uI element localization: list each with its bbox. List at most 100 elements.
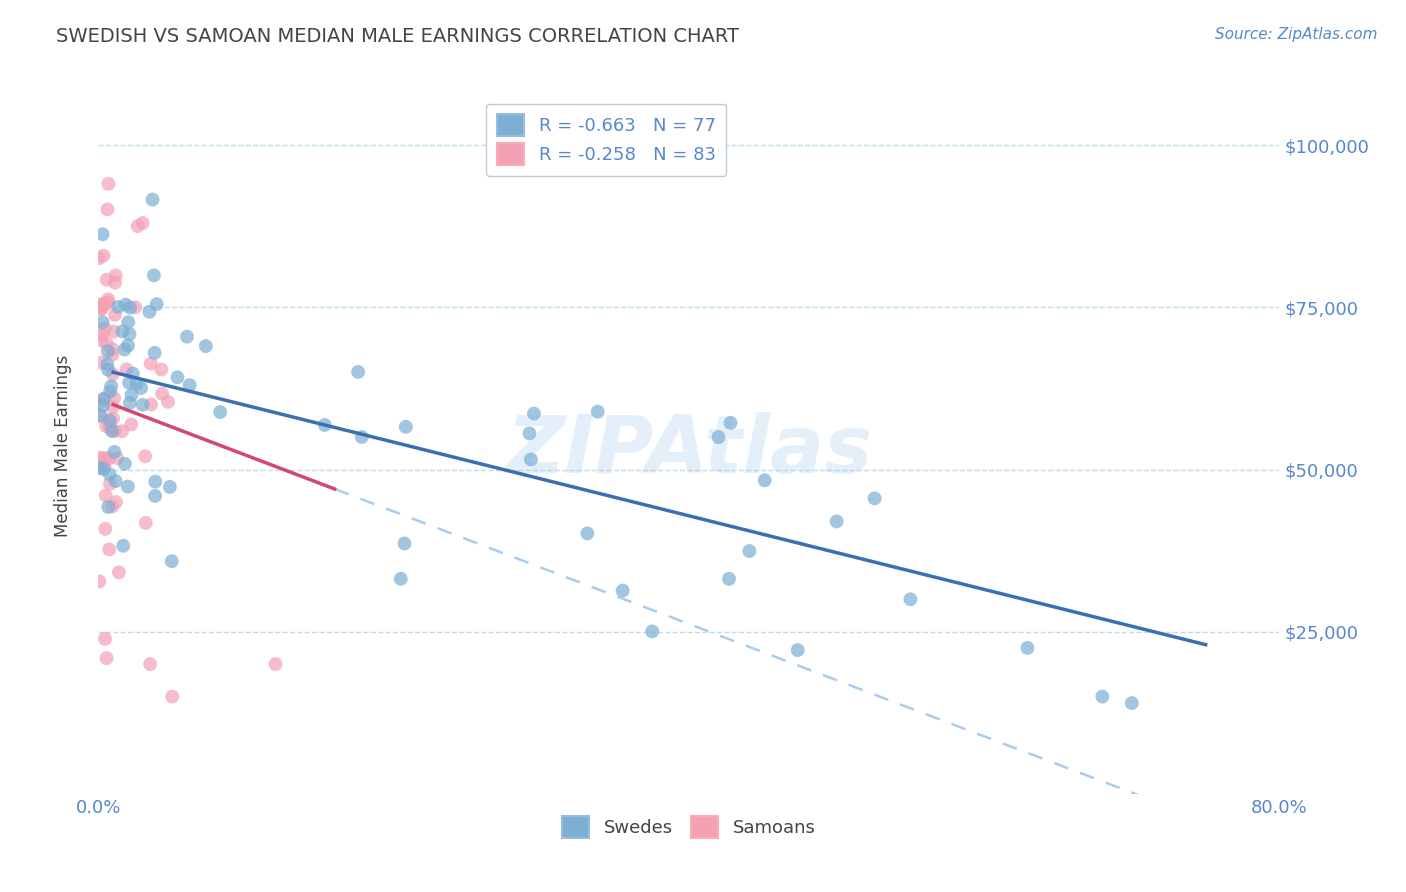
Point	[93, 458, 115, 473]
Point	[90, 301, 112, 315]
Text: ZIPAtlas: ZIPAtlas	[506, 412, 872, 491]
Point	[720, 416, 742, 430]
Point	[707, 430, 730, 444]
Point	[129, 381, 152, 395]
Point	[127, 219, 149, 233]
Point	[98, 384, 121, 399]
Point	[96, 357, 118, 371]
Point	[139, 657, 162, 672]
Point	[96, 273, 118, 287]
Legend: Swedes, Samoans: Swedes, Samoans	[551, 805, 827, 849]
Point	[612, 583, 634, 598]
Point	[118, 327, 141, 342]
Point	[105, 451, 128, 466]
Point	[98, 542, 121, 557]
Point	[825, 515, 848, 529]
Point	[97, 500, 120, 514]
Point	[96, 202, 118, 217]
Point	[101, 367, 124, 381]
Point	[90, 302, 112, 317]
Point	[134, 450, 156, 464]
Point	[347, 365, 370, 379]
Point	[100, 422, 122, 436]
Point	[159, 480, 181, 494]
Point	[114, 343, 136, 357]
Point	[104, 268, 127, 283]
Point	[103, 325, 125, 339]
Point	[94, 489, 117, 503]
Point	[93, 249, 115, 263]
Point	[118, 396, 141, 410]
Point	[89, 574, 111, 589]
Point	[641, 624, 664, 639]
Point	[150, 362, 173, 376]
Point	[162, 690, 183, 704]
Point	[101, 500, 124, 514]
Point	[143, 489, 166, 503]
Point	[738, 544, 761, 558]
Text: Source: ZipAtlas.com: Source: ZipAtlas.com	[1215, 27, 1378, 42]
Point	[394, 536, 416, 550]
Point	[90, 409, 112, 424]
Point	[90, 334, 112, 348]
Point	[97, 295, 120, 310]
Point	[117, 479, 139, 493]
Point	[104, 424, 127, 438]
Point	[520, 452, 543, 467]
Point	[786, 643, 808, 657]
Point	[96, 336, 118, 351]
Point	[89, 408, 111, 422]
Point	[94, 419, 117, 434]
Point	[117, 338, 139, 352]
Point	[395, 420, 418, 434]
Point	[103, 411, 125, 425]
Point	[87, 251, 110, 265]
Point	[586, 405, 609, 419]
Point	[101, 400, 124, 414]
Point	[103, 445, 125, 459]
Point	[139, 357, 162, 371]
Point	[104, 308, 127, 322]
Point	[754, 473, 776, 487]
Point	[124, 301, 146, 315]
Point	[142, 268, 165, 283]
Point	[576, 526, 599, 541]
Point	[105, 495, 128, 509]
Point	[98, 467, 121, 482]
Point	[1121, 696, 1143, 710]
Point	[118, 376, 141, 390]
Point	[93, 298, 115, 312]
Point	[100, 379, 122, 393]
Point	[863, 491, 886, 506]
Point	[141, 193, 163, 207]
Point	[121, 388, 143, 402]
Point	[91, 227, 114, 242]
Point	[104, 276, 127, 290]
Point	[93, 297, 115, 311]
Point	[156, 394, 179, 409]
Point	[101, 347, 124, 361]
Text: Median Male Earnings: Median Male Earnings	[55, 355, 72, 537]
Point	[120, 301, 142, 315]
Point	[718, 572, 741, 586]
Point	[145, 297, 167, 311]
Point	[209, 405, 232, 419]
Point	[150, 386, 173, 401]
Point	[112, 539, 135, 553]
Point	[139, 397, 162, 411]
Point	[94, 632, 117, 646]
Point	[97, 344, 120, 359]
Point	[94, 321, 117, 335]
Point	[523, 407, 546, 421]
Point	[1017, 640, 1039, 655]
Point	[160, 554, 183, 568]
Point	[87, 396, 110, 410]
Point	[166, 370, 188, 384]
Point	[97, 362, 120, 376]
Point	[89, 450, 111, 465]
Point	[91, 315, 114, 329]
Point	[93, 392, 115, 406]
Point	[97, 177, 120, 191]
Point	[194, 339, 217, 353]
Point	[97, 451, 120, 466]
